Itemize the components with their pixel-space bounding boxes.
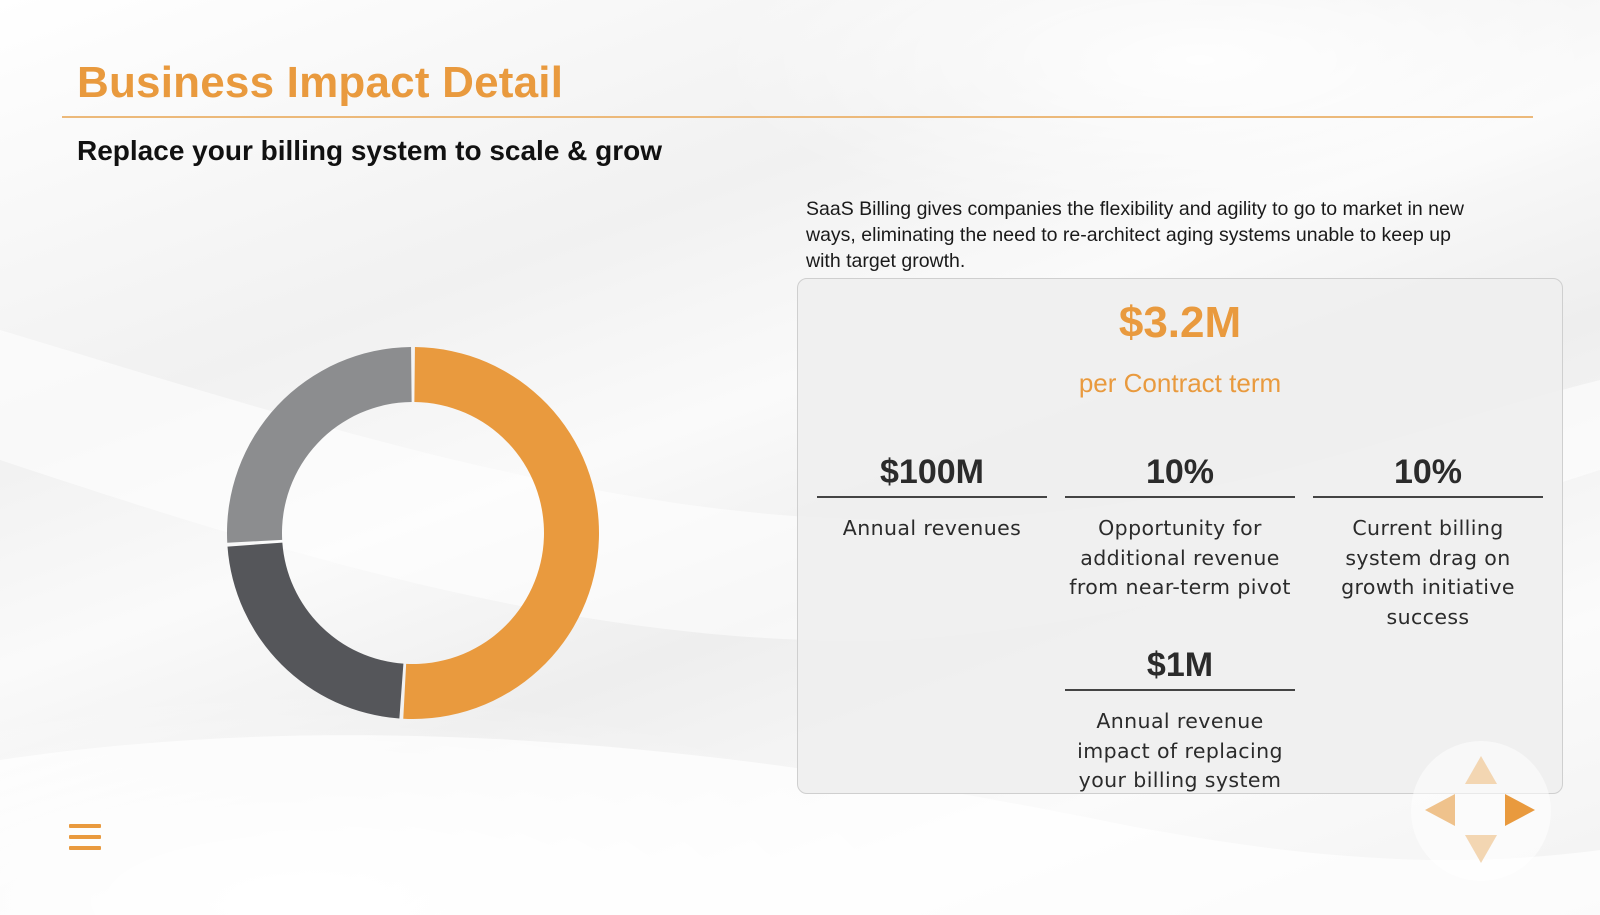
metric-label: Annual revenues	[842, 516, 1022, 540]
donut-slice-2	[227, 542, 404, 719]
headline-caption: per Contract term	[1078, 368, 1282, 398]
donut-slice-3	[227, 347, 412, 543]
arrow-left-icon[interactable]	[1425, 794, 1455, 826]
metric-value: $1M	[1065, 643, 1295, 691]
arrow-right-icon[interactable]	[1505, 794, 1535, 826]
metric-value: 10%	[1065, 450, 1295, 498]
metric-value: $100M	[817, 450, 1047, 498]
hamburger-menu-icon[interactable]	[66, 822, 102, 854]
headline-value: $3.2M	[1118, 298, 1242, 347]
metric-billing-drag: 10% Current billing system drag on growt…	[1313, 450, 1543, 632]
page-title: Business Impact Detail	[77, 58, 564, 107]
metric-label: Opportunity for additional revenue from …	[1069, 516, 1291, 599]
donut-chart	[227, 347, 599, 719]
metric-replacement-impact: $1M Annual revenue impact of replacing y…	[1065, 643, 1295, 796]
donut-slice-1	[403, 347, 599, 719]
metric-annual-revenues: $100M Annual revenues	[817, 450, 1047, 544]
description-text: SaaS Billing gives companies the flexibi…	[806, 198, 1464, 272]
metric-label: Annual revenue impact of replacing your …	[1077, 709, 1283, 792]
title-divider	[62, 116, 1533, 118]
metric-value: 10%	[1313, 450, 1543, 498]
metrics-panel	[797, 278, 1563, 794]
arrow-down-icon[interactable]	[1465, 835, 1497, 863]
metric-label: Current billing system drag on growth in…	[1341, 516, 1515, 629]
metric-additional-revenue: 10% Opportunity for additional revenue f…	[1065, 450, 1295, 603]
arrow-up-icon[interactable]	[1465, 756, 1497, 784]
page-subtitle: Replace your billing system to scale & g…	[77, 135, 663, 166]
